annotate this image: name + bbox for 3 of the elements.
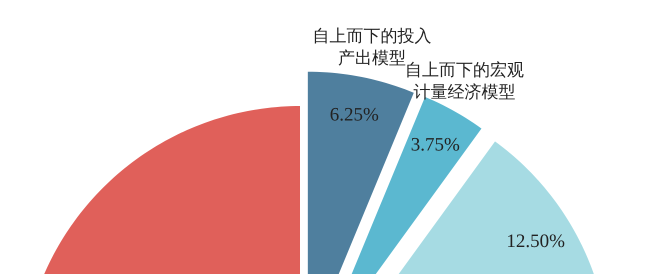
data-label: 3.75%	[410, 134, 460, 156]
data-label: 6.25%	[330, 104, 380, 126]
data-label: 12.50%	[506, 230, 566, 252]
